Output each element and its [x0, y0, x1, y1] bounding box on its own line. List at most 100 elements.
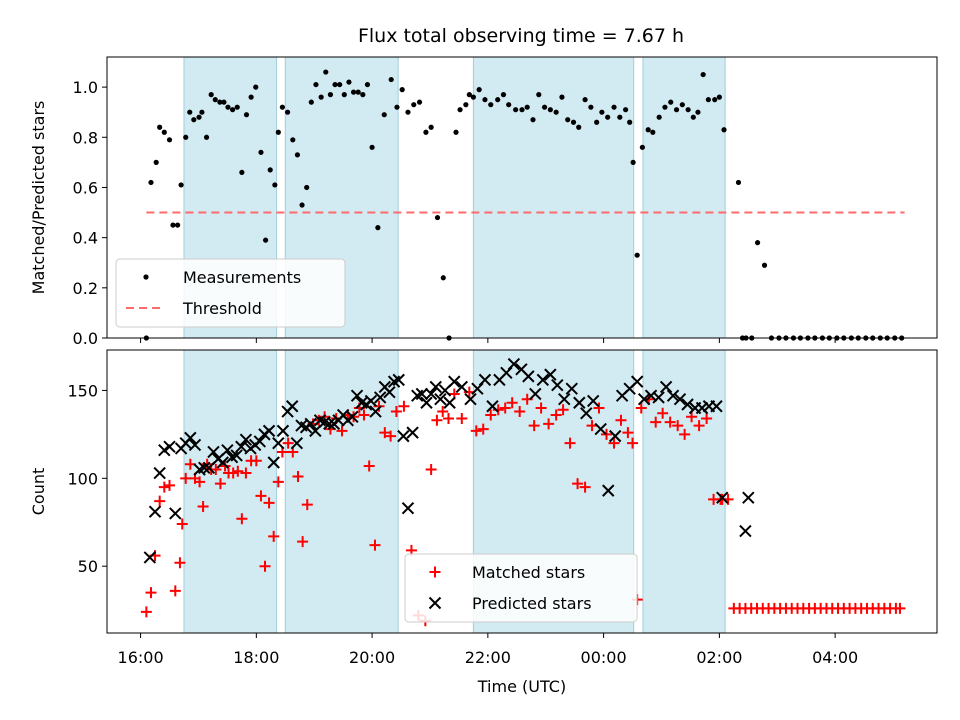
x-tick-label: 00:00: [581, 648, 627, 667]
measurement-point: [313, 81, 319, 88]
matched-star-point: [535, 402, 547, 414]
measurement-point: [536, 92, 542, 98]
predicted-star-point: [742, 491, 755, 504]
predicted-star-point: [216, 456, 229, 469]
measurement-point: [203, 134, 210, 140]
chart-title: Flux total observing time = 7.67 h: [358, 25, 684, 47]
measurement-point: [530, 117, 536, 123]
predicted-star-point: [681, 398, 694, 411]
measurement-point: [754, 240, 761, 246]
measurement-point: [294, 152, 301, 158]
predicted-star-point: [644, 389, 658, 402]
matched-star-point: [514, 406, 526, 418]
matched-star-point: [292, 471, 304, 483]
measurement-point: [712, 97, 718, 103]
measurement-point: [191, 117, 197, 123]
measurement-point: [482, 97, 488, 103]
matched-star-point: [158, 481, 170, 493]
predicted-star-point: [369, 405, 382, 418]
measurement-point: [627, 119, 633, 125]
matched-star-point: [543, 418, 555, 430]
y-tick-label: 0.4: [73, 229, 98, 248]
measurement-point: [364, 81, 371, 88]
measurement-point: [735, 179, 742, 186]
predicted-star-point: [710, 400, 723, 413]
predicted-star-point: [659, 380, 673, 394]
measurement-point: [547, 107, 553, 113]
measurement-point: [199, 109, 205, 115]
predicted-star-point: [507, 357, 521, 371]
measurement-point: [187, 109, 193, 115]
measurement-point: [411, 102, 417, 108]
matched-star-point: [622, 427, 634, 439]
matched-star-point: [701, 413, 713, 425]
measurement-point: [630, 159, 636, 165]
predicted-star-point: [415, 387, 429, 401]
measurement-point: [405, 109, 411, 115]
measurement-point: [355, 89, 361, 95]
legend-entry-label: Matched stars: [472, 563, 585, 582]
matched-star-point: [174, 557, 186, 569]
y-tick-label: 1.0: [73, 78, 98, 97]
matched-star-point: [664, 416, 676, 428]
legend-box: [404, 553, 638, 623]
predicted-star-point: [455, 380, 469, 394]
measurement-point: [457, 107, 463, 113]
measurement-point: [332, 81, 338, 88]
matched-star-point: [894, 602, 906, 614]
matched-star-point: [398, 400, 410, 412]
measurement-point: [248, 94, 254, 100]
predicted-star-point: [276, 424, 290, 438]
predicted-star-point: [486, 400, 499, 413]
measurement-point: [337, 81, 343, 88]
measurement-point: [506, 102, 512, 108]
legend: Matched stars Predicted stars: [404, 553, 638, 623]
measurement-point: [565, 117, 571, 123]
measurement-point: [399, 87, 405, 93]
measurement-point: [221, 99, 227, 105]
predicted-star-point: [346, 410, 359, 424]
matched-star-point: [210, 464, 222, 476]
measurement-point: [705, 97, 711, 103]
measurement-point: [673, 107, 680, 113]
measurement-point: [183, 134, 189, 140]
y-tick-label: 100: [67, 469, 98, 488]
matched-star-point: [485, 409, 497, 421]
measurement-point: [594, 119, 600, 125]
matched-star-point: [385, 430, 397, 442]
predicted-star-point: [323, 417, 336, 431]
matched-star-point: [176, 518, 188, 530]
measurement-point: [463, 102, 469, 108]
matched-star-point: [557, 404, 569, 416]
measurement-point: [375, 225, 381, 231]
legend-entry-label: Predicted stars: [472, 594, 592, 613]
predicted-star-point: [637, 393, 651, 406]
observing-interval-band: [472, 56, 635, 339]
predicted-star-point: [529, 387, 542, 401]
measurement-point: [488, 102, 494, 108]
predicted-star-point: [420, 396, 433, 409]
measurement-point: [679, 102, 685, 108]
matched-star-point: [250, 455, 262, 467]
matched-star-point: [140, 606, 152, 618]
matched-star-point: [236, 513, 248, 525]
measurement-point: [346, 79, 352, 85]
measurement-point: [369, 144, 375, 150]
measurement-point: [495, 97, 501, 103]
measurement-point: [262, 237, 269, 243]
matched-star-point: [272, 476, 284, 488]
measurement-point: [253, 84, 259, 90]
measurement-point: [229, 107, 236, 113]
matched-star-point: [431, 414, 443, 426]
predicted-star-point: [207, 445, 220, 459]
matched-star-point: [379, 427, 391, 439]
legend: Measurements Threshold: [115, 258, 346, 328]
y-tick-label: 0.8: [73, 128, 98, 147]
matched-star-point: [672, 420, 684, 432]
measurement-point: [243, 112, 250, 118]
predicted-star-point: [580, 407, 593, 420]
measurement-point: [360, 92, 366, 98]
y-axis-label: Matched/Predicted stars: [29, 101, 48, 295]
measurement-point: [308, 99, 314, 105]
